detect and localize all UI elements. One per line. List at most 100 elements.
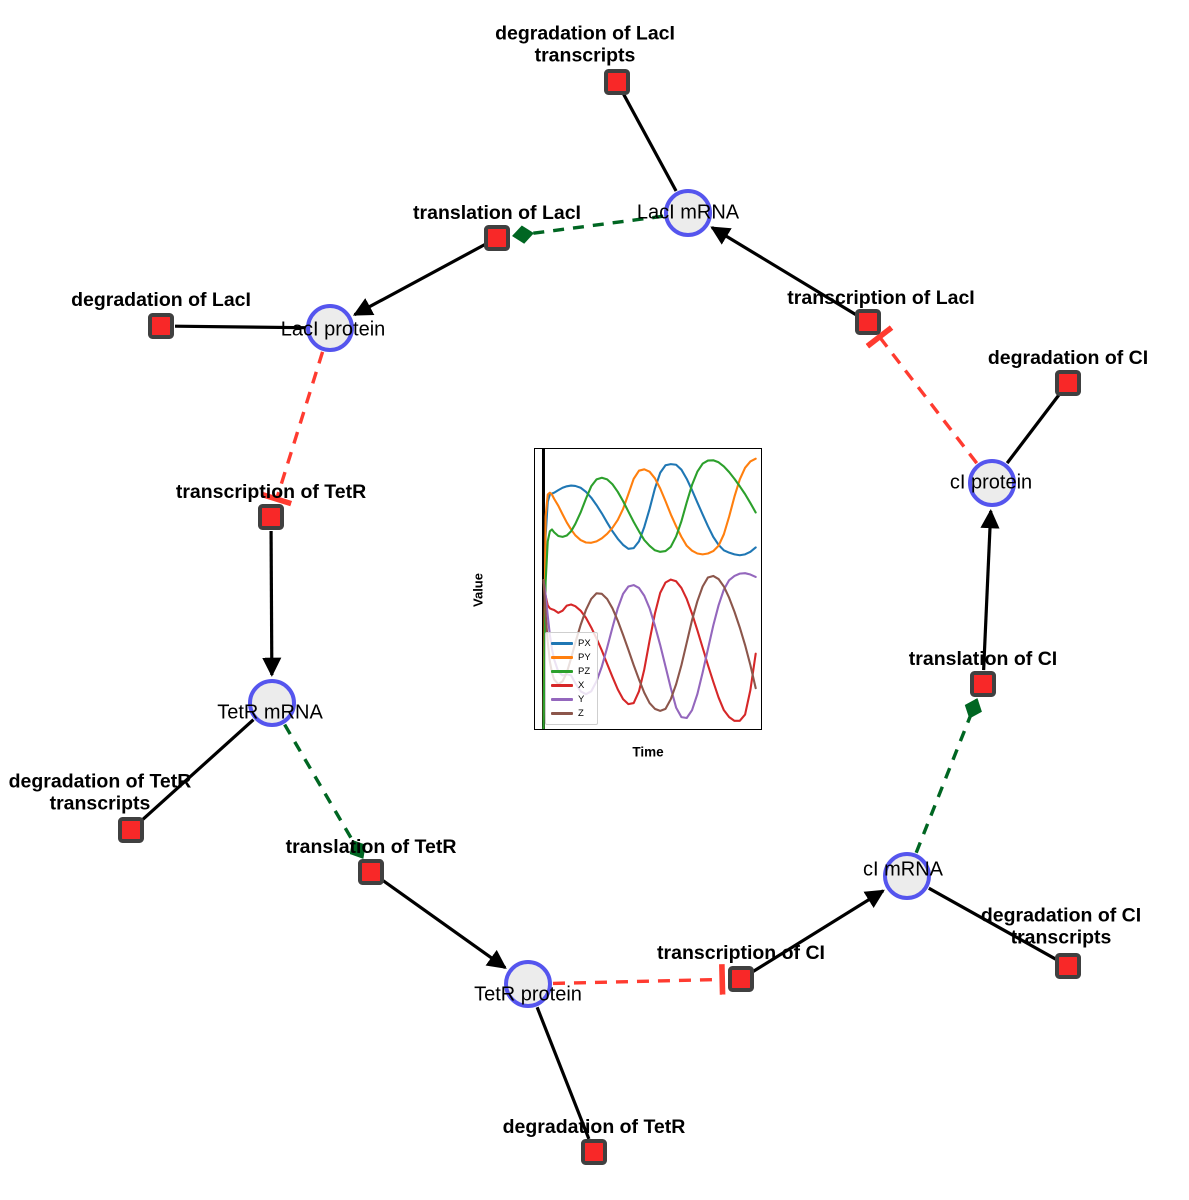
edge-production — [980, 509, 1000, 671]
species-node-tetr_mrna[interactable] — [248, 679, 296, 727]
chart-legend-item: X — [551, 679, 591, 692]
chart-y-minor-tickmark — [534, 673, 535, 674]
chart-y-minor-tickmark — [534, 560, 535, 561]
species-node-ci_protein[interactable] — [968, 459, 1016, 507]
chart-legend-swatch — [551, 684, 573, 687]
species-node-tetr_protein[interactable] — [504, 960, 552, 1008]
chart-y-minor-tickmark — [534, 498, 535, 499]
chart-legend-label: Y — [578, 694, 585, 705]
chart-legend-swatch — [551, 698, 573, 701]
reaction-label-deg_tetr_transcripts: degradation of TetR transcripts — [8, 770, 192, 815]
chart-legend-item: PX — [551, 637, 591, 650]
chart-y-minor-tickmark — [534, 680, 535, 681]
edge-inhibition — [261, 351, 325, 507]
chart-y-minor-tickmark — [534, 699, 535, 700]
chart-legend-item: Y — [551, 693, 591, 706]
reaction-label-transcr_laci: transcription of LacI — [787, 286, 975, 309]
chart-legend-label: PX — [578, 638, 591, 649]
chart-y-minor-tickmark — [534, 607, 535, 608]
reaction-node-transl_laci[interactable] — [484, 225, 510, 251]
edge-consumption — [1005, 393, 1061, 465]
reaction-label-transl_laci: translation of LacI — [413, 201, 581, 224]
chart-x-tickmark — [756, 729, 757, 730]
reaction-node-transl_tetr[interactable] — [358, 859, 384, 885]
edge-production — [352, 243, 486, 317]
edge-catalysis — [283, 723, 366, 859]
chart-y-minor-tickmark — [534, 489, 535, 490]
chart-y-tickmark — [534, 541, 535, 542]
edge-production — [710, 226, 857, 317]
chart-legend-item: Z — [551, 707, 591, 720]
chart-y-minor-tickmark — [534, 482, 535, 483]
species-node-laci_mrna[interactable] — [664, 189, 712, 237]
edge-production — [381, 878, 507, 970]
edge-inhibition — [865, 325, 979, 465]
edge-layer — [140, 93, 1061, 1140]
chart-y-tickmark — [534, 729, 535, 730]
reaction-label-transcr_tetr: transcription of TetR — [175, 480, 367, 503]
chart-legend-item: PZ — [551, 665, 591, 678]
chart-y-minor-tickmark — [534, 551, 535, 552]
reaction-node-transl_ci[interactable] — [970, 671, 996, 697]
reaction-node-deg_laci[interactable] — [148, 313, 174, 339]
reaction-node-transcr_laci[interactable] — [855, 309, 881, 335]
reaction-node-deg_tetr_transcripts[interactable] — [118, 817, 144, 843]
chart-series-PX — [542, 463, 757, 729]
chart-y-minor-tickmark — [534, 523, 535, 524]
reaction-node-transcr_ci[interactable] — [728, 966, 754, 992]
chart-y-minor-tickmark — [534, 623, 535, 624]
reaction-label-transl_ci: translation of CI — [908, 647, 1058, 670]
edge-consumption — [174, 324, 306, 330]
chart-legend-label: Z — [578, 708, 584, 719]
species-node-ci_mrna[interactable] — [883, 852, 931, 900]
chart-y-minor-tickmark — [534, 574, 535, 575]
reaction-node-deg_ci[interactable] — [1055, 370, 1081, 396]
edge-consumption — [622, 93, 678, 192]
chart-series-svg — [541, 449, 757, 729]
chart-y-minor-tickmark — [534, 685, 535, 686]
chart-y-minor-tickmark — [534, 691, 535, 692]
chart-legend-swatch — [551, 642, 573, 645]
chart-x-tickmark — [650, 729, 651, 730]
reaction-node-deg_laci_transcripts[interactable] — [604, 69, 630, 95]
chart-legend-label: PY — [578, 652, 591, 663]
edge-production — [752, 889, 885, 973]
chart-y-minor-tickmark — [534, 629, 535, 630]
reaction-label-deg_ci: degradation of CI — [987, 346, 1149, 369]
chart-y-minor-tickmark — [534, 637, 535, 638]
chart-y-minor-tickmark — [534, 493, 535, 494]
reaction-label-deg_ci_transcripts: degradation of CI transcripts — [980, 904, 1142, 949]
timecourse-inset-chart: Value Time 10⁻¹10⁰10¹10²10³050100150200 … — [471, 440, 772, 760]
chart-y-minor-tickmark — [534, 566, 535, 567]
reaction-label-deg_laci: degradation of LacI — [71, 288, 251, 311]
chart-series-PZ — [542, 459, 757, 729]
edge-inhibition — [552, 964, 726, 995]
chart-legend-label: X — [578, 680, 585, 691]
chart-legend: PX PY PZ X Y Z — [545, 632, 598, 725]
chart-legend-item: PY — [551, 651, 591, 664]
chart-x-tickmark — [597, 729, 598, 730]
chart-series-PY — [542, 457, 757, 729]
chart-y-minor-tickmark — [534, 449, 535, 450]
chart-y-minor-tickmark — [534, 485, 535, 486]
chart-y-minor-tickmark — [534, 504, 535, 505]
chart-y-minor-tickmark — [534, 610, 535, 611]
edge-production — [262, 530, 282, 677]
chart-y-minor-tickmark — [534, 648, 535, 649]
edge-consumption — [140, 718, 255, 822]
chart-x-axis-label: Time — [632, 744, 664, 760]
reaction-node-deg_ci_transcripts[interactable] — [1055, 953, 1081, 979]
chart-y-axis-label: Value — [470, 573, 486, 607]
reaction-label-deg_tetr: degradation of TetR — [502, 1115, 686, 1138]
reaction-label-deg_laci_transcripts: degradation of LacI transcripts — [495, 22, 675, 67]
species-node-laci_protein[interactable] — [306, 304, 354, 352]
chart-y-minor-tickmark — [534, 614, 535, 615]
reaction-node-deg_tetr[interactable] — [581, 1139, 607, 1165]
reaction-label-transcr_ci: transcription of CI — [657, 941, 825, 964]
edge-consumption — [535, 1006, 591, 1140]
chart-y-minor-tickmark — [534, 676, 535, 677]
reaction-node-transcr_tetr[interactable] — [258, 504, 284, 530]
chart-y-minor-tickmark — [534, 669, 535, 670]
